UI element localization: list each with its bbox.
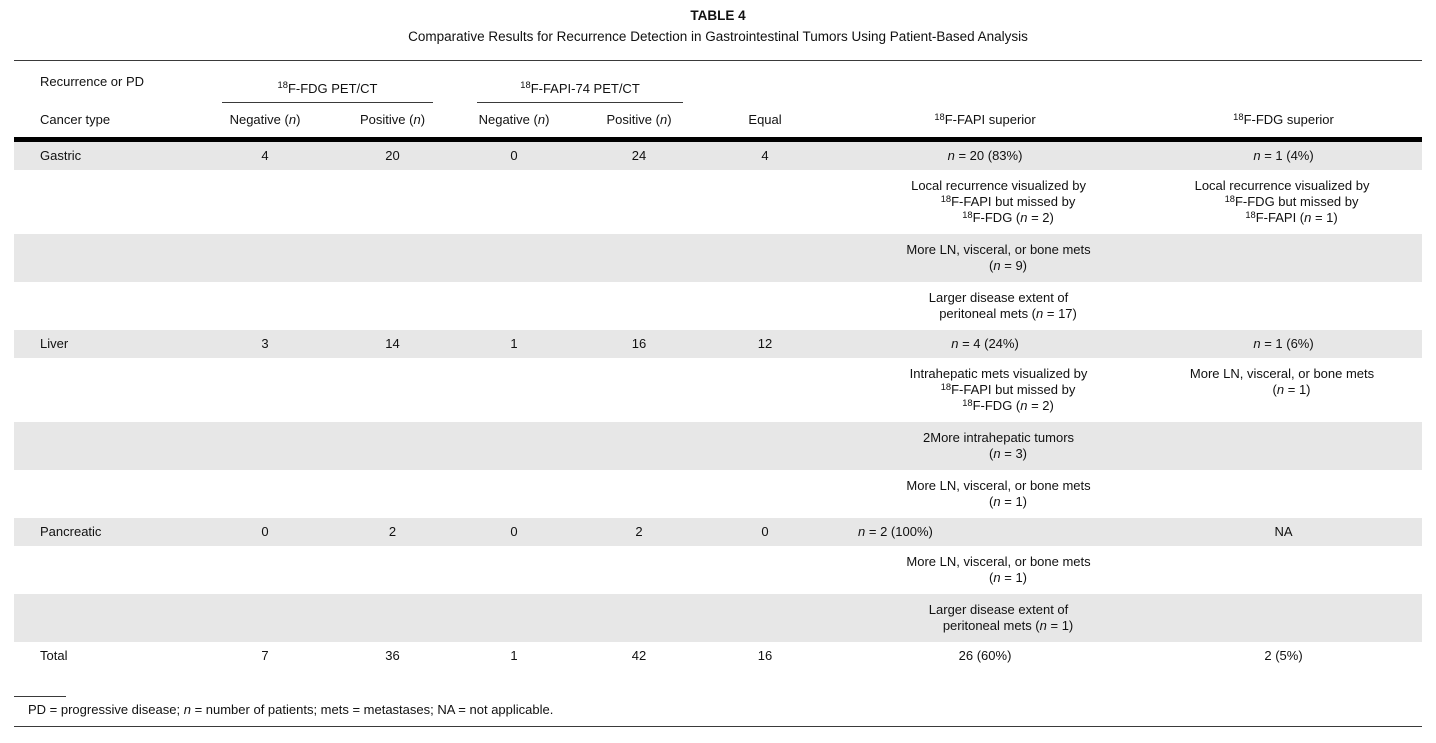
cell-fdg-positive: 20 [385,148,400,163]
row-liver: Liver 3 14 1 16 12 n = 4 (24%) n = 1 (6%… [14,330,1423,358]
row-total: Total 7 36 1 42 16 26 (60%) 2 (5%) [14,642,1422,670]
cell-fapi-negative: 1 [510,648,518,663]
cell-equal: 12 [757,336,773,351]
header-stub-recurrence-pd: Recurrence or PD [40,74,145,90]
header-cancer-type: Cancer type [40,112,111,128]
cell-equal: 0 [761,524,769,539]
cell-fapi-superior: Larger disease extent of peritoneal mets … [928,602,1074,633]
table-title-block: TABLE 4 Comparative Results for Recurren… [0,0,1436,46]
cell-fapi-superior: n = 20 (83%) [947,148,1023,163]
cell-fapi-superior: Larger disease extent of peritoneal mets … [928,290,1077,321]
cell-fapi-superior: More LN, visceral, or bone mets (n = 1) [906,554,1091,585]
cell-fdg-superior [1145,234,1422,282]
header-fdg-superior: 18F-FDG superior [1233,112,1334,128]
page-title: TABLE 4 [690,8,746,23]
empty-cell [14,234,825,282]
header-fapi-superior: 18F-FAPI superior [934,112,1036,128]
cell-fdg-superior [1145,282,1422,330]
cell-fapi-negative: 0 [510,524,518,539]
cell-fapi-positive: 16 [631,336,647,351]
header-row-groups: Recurrence or PD 18F-FDG PET/CT 18F-FAPI… [14,61,1422,103]
cell-fdg-positive: 14 [385,336,400,351]
cell-fapi-superior: n = 4 (24%) [951,336,1019,351]
header-group-fdg-label: 18F-FDG PET/CT [222,81,434,103]
results-table: Recurrence or PD 18F-FDG PET/CT 18F-FAPI… [14,60,1423,671]
cell-fapi-superior: More LN, visceral, or bone mets (n = 1) [906,478,1091,509]
cell-fdg-positive: 2 [388,524,397,539]
row-liver-detail-1: Intrahepatic mets visualized by 18F-FAPI … [14,358,1422,422]
footnote-separator [14,696,66,697]
page-subtitle: Comparative Results for Recurrence Detec… [408,29,1028,44]
cell-fdg-superior: n = 1 (6%) [1253,336,1314,351]
cell-cancer-type: Total [40,648,68,663]
row-pancreatic: Pancreatic 0 2 0 2 0 n = 2 (100%) NA [14,518,1423,546]
cell-fdg-superior [1145,594,1422,642]
cell-fapi-superior: 2More intrahepatic tumors (n = 3) [923,430,1075,461]
cell-fdg-superior: n = 1 (4%) [1253,148,1314,163]
row-liver-detail-2: 2More intrahepatic tumors (n = 3) [14,422,1423,470]
header-fdg-positive: Positive (n) [359,112,426,128]
footnote-block: PD = progressive disease; n = number of … [14,696,1422,727]
cell-fapi-positive: 2 [635,524,643,539]
row-liver-detail-3: More LN, visceral, or bone mets (n = 1) [14,470,1422,518]
cell-fapi-positive: 42 [631,648,647,663]
cell-fapi-superior: More LN, visceral, or bone mets (n = 9) [906,242,1091,273]
row-gastric-detail-3: Larger disease extent of peritoneal mets … [14,282,1422,330]
empty-cell [14,546,825,594]
cell-fapi-superior: n = 2 (100%) [858,524,933,539]
table-container: Recurrence or PD 18F-FDG PET/CT 18F-FAPI… [14,60,1423,671]
empty-cell [14,282,825,330]
row-gastric-detail-1: Local recurrence visualized by 18F-FAPI b… [14,170,1422,234]
header-group-fapi-label: 18F-FAPI-74 PET/CT [477,81,684,103]
cell-fdg-superior: Local recurrence visualized by 18F-FDG bu… [1194,178,1370,225]
cell-fdg-superior: NA [1274,524,1293,539]
footnote-text: PD = progressive disease; n = number of … [28,702,554,717]
empty-cell [14,594,825,642]
cell-fdg-superior [1145,422,1422,470]
empty-cell [14,422,825,470]
header-fapi-negative: Negative (n) [478,112,550,128]
row-pancreatic-detail-2: Larger disease extent of peritoneal mets … [14,594,1423,642]
row-pancreatic-detail-1: More LN, visceral, or bone mets (n = 1) [14,546,1422,594]
header-group-spacer [705,61,1422,103]
cell-fdg-superior [1145,546,1422,594]
cell-fapi-superior: 26 (60%) [958,648,1012,663]
row-gastric: Gastric 4 20 0 24 4 n = 20 (83%) n = 1 (… [14,139,1423,170]
cell-fdg-negative: 3 [261,336,269,351]
cell-fapi-negative: 1 [510,336,518,351]
cell-equal: 16 [757,648,773,663]
cell-fapi-negative: 0 [510,148,518,163]
header-group-fapi-petct: 18F-FAPI-74 PET/CT [455,61,705,103]
cell-fdg-positive: 36 [385,648,400,663]
empty-cell [14,470,825,518]
cell-fapi-superior: Intrahepatic mets visualized by 18F-FAPI … [909,366,1088,413]
empty-cell [14,170,825,234]
cell-fapi-positive: 24 [631,148,647,163]
cell-fdg-negative: 4 [261,148,269,163]
footnote-inner: PD = progressive disease; n = number of … [14,697,1422,727]
cell-fdg-negative: 0 [261,524,269,539]
header-fdg-negative: Negative (n) [229,112,301,128]
header-row-columns: Cancer type Negative (n) Positive (n) Ne… [14,103,1422,140]
cell-fdg-negative: 7 [261,648,269,663]
cell-equal: 4 [761,148,769,163]
cell-fdg-superior: More LN, visceral, or bone mets (n = 1) [1189,366,1375,397]
cell-cancer-type: Gastric [40,148,82,163]
table-header: Recurrence or PD 18F-FDG PET/CT 18F-FAPI… [14,60,1423,140]
empty-cell [14,358,825,422]
header-group-fdg-petct: 18F-FDG PET/CT [200,61,455,103]
header-fapi-positive: Positive (n) [606,112,672,128]
cell-cancer-type: Pancreatic [40,524,102,539]
cell-fdg-superior: 2 (5%) [1264,648,1303,663]
table-body: Gastric 4 20 0 24 4 n = 20 (83%) n = 1 (… [14,139,1423,671]
cell-cancer-type: Liver [40,336,69,351]
cell-fdg-superior [1145,470,1422,518]
row-gastric-detail-2: More LN, visceral, or bone mets (n = 9) [14,234,1423,282]
cell-fapi-superior: Local recurrence visualized by 18F-FAPI b… [911,178,1086,225]
header-equal: Equal [748,112,782,128]
